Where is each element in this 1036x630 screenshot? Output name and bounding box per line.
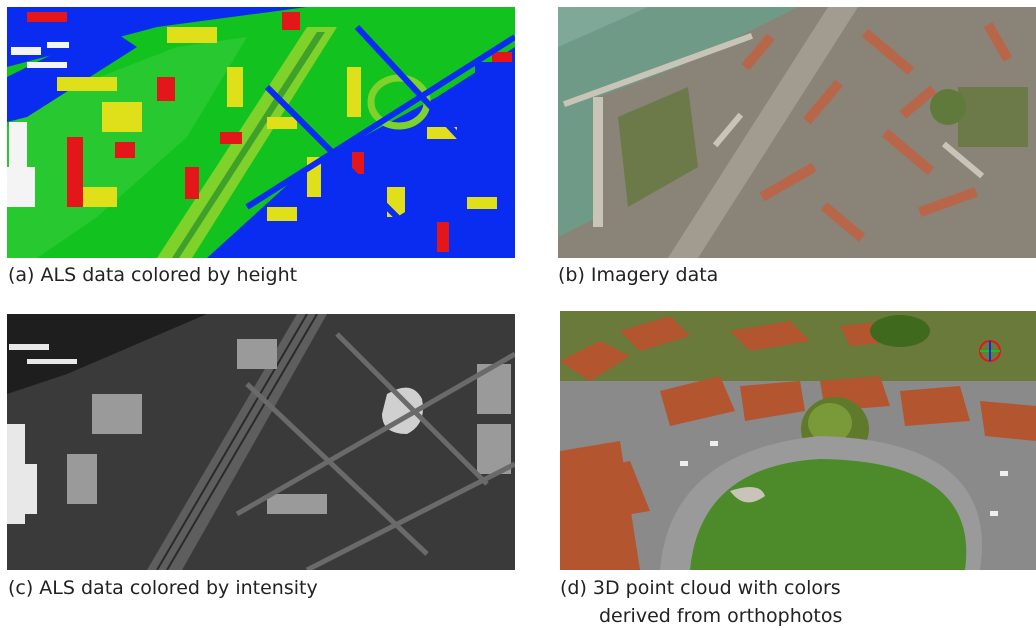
als-intensity-image [7, 314, 515, 570]
caption-point-cloud-line2: derived from orthophotos [599, 605, 843, 627]
als-height-image [7, 7, 515, 258]
caption-imagery: (b) Imagery data [558, 264, 719, 286]
caption-point-cloud-line1: (d) 3D point cloud with colors [560, 577, 841, 599]
caption-als-height: (a) ALS data colored by height [8, 264, 298, 286]
caption-als-intensity: (c) ALS data colored by intensity [8, 577, 318, 599]
point-cloud-3d-image [560, 311, 1036, 570]
imagery-photo [558, 7, 1036, 258]
